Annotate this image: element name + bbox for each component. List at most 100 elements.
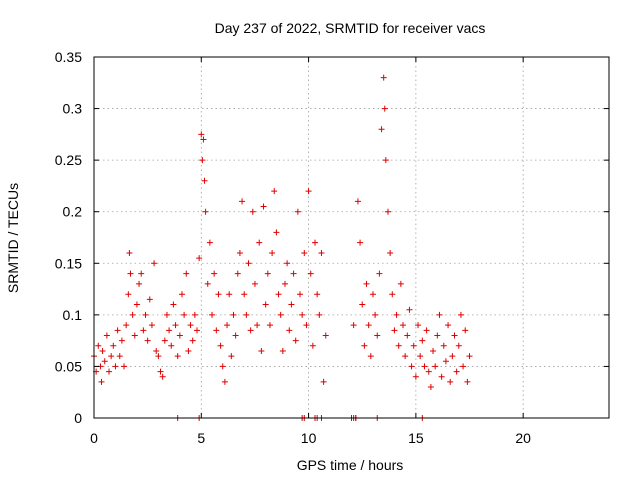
data-point — [249, 208, 256, 215]
data-point — [95, 342, 102, 349]
data-point — [266, 322, 273, 329]
data-point — [247, 327, 254, 334]
data-point — [157, 368, 164, 375]
data-point — [281, 280, 288, 287]
data-point — [245, 260, 252, 267]
data-point — [127, 270, 134, 277]
data-point — [202, 208, 209, 215]
data-point — [131, 332, 138, 339]
y-tick-label: 0.2 — [63, 204, 83, 220]
data-point — [408, 363, 415, 370]
data-point — [400, 322, 406, 329]
data-point — [406, 306, 413, 313]
data-point — [194, 327, 200, 334]
data-point — [294, 208, 301, 215]
data-point — [410, 342, 417, 349]
data-point — [442, 358, 449, 365]
data-point — [159, 373, 166, 380]
data-point — [314, 291, 321, 298]
data-point — [312, 239, 319, 246]
data-point — [170, 301, 177, 308]
data-point — [449, 353, 456, 360]
data-point — [359, 301, 366, 308]
data-point — [185, 347, 192, 354]
data-point — [217, 342, 224, 349]
chart-title: Day 237 of 2022, SRMTID for receiver vac… — [215, 20, 486, 36]
data-point — [457, 311, 464, 318]
data-point — [425, 368, 432, 375]
data-point — [376, 270, 383, 277]
data-point — [155, 353, 162, 360]
data-point — [453, 368, 460, 375]
y-tick-label: 0.35 — [55, 49, 82, 65]
data-point — [290, 270, 297, 277]
data-point — [178, 291, 185, 298]
data-point — [136, 280, 143, 287]
data-point — [393, 311, 400, 318]
data-point — [389, 291, 396, 298]
data-point — [187, 322, 194, 329]
data-point — [434, 332, 441, 339]
data-point — [466, 353, 473, 360]
data-point — [243, 311, 250, 318]
data-point — [316, 311, 323, 318]
data-point — [367, 353, 374, 360]
data-point — [215, 291, 222, 298]
data-point — [432, 363, 439, 370]
data-point — [118, 337, 125, 344]
data-point — [123, 322, 130, 329]
data-point — [176, 332, 183, 339]
data-point — [108, 353, 115, 360]
data-point — [419, 337, 426, 344]
data-point — [189, 337, 196, 344]
data-point — [201, 177, 208, 184]
data-point — [447, 378, 454, 385]
data-point — [382, 157, 389, 164]
plot-frame — [93, 56, 610, 419]
data-point — [440, 342, 447, 349]
data-point — [464, 378, 471, 385]
data-point — [305, 188, 312, 195]
x-tick-label: 20 — [515, 430, 531, 446]
data-point — [148, 322, 155, 329]
data-point — [303, 322, 310, 329]
data-point — [354, 198, 361, 205]
data-point — [284, 260, 291, 267]
data-point — [110, 342, 117, 349]
data-point — [144, 337, 151, 344]
data-point — [121, 363, 128, 370]
data-point — [200, 136, 207, 143]
data-point — [438, 373, 445, 380]
data-point — [228, 353, 235, 360]
data-point — [286, 327, 293, 334]
data-point — [138, 270, 145, 277]
data-point — [363, 280, 370, 287]
data-point — [361, 342, 368, 349]
data-point — [292, 337, 299, 344]
data-point — [395, 342, 402, 349]
data-point — [163, 311, 170, 318]
data-point — [455, 342, 462, 349]
data-point — [140, 327, 147, 334]
data-point — [462, 327, 469, 334]
y-tick-label: 0.15 — [55, 255, 82, 271]
data-point — [224, 322, 231, 329]
data-point — [106, 368, 113, 375]
data-point — [196, 255, 203, 262]
data-point — [365, 322, 372, 329]
data-point — [460, 363, 467, 370]
data-point — [234, 270, 241, 277]
data-point — [133, 301, 140, 308]
x-tick-labels: 0 5 10 15 20 — [90, 57, 531, 446]
data-point — [206, 239, 213, 246]
data-point — [125, 291, 132, 298]
data-point — [391, 327, 398, 334]
data-point — [417, 353, 424, 360]
data-point — [350, 322, 357, 329]
data-point — [161, 337, 168, 344]
data-point — [297, 291, 303, 298]
data-points — [91, 74, 473, 421]
data-point — [126, 249, 133, 256]
data-point — [251, 280, 258, 287]
